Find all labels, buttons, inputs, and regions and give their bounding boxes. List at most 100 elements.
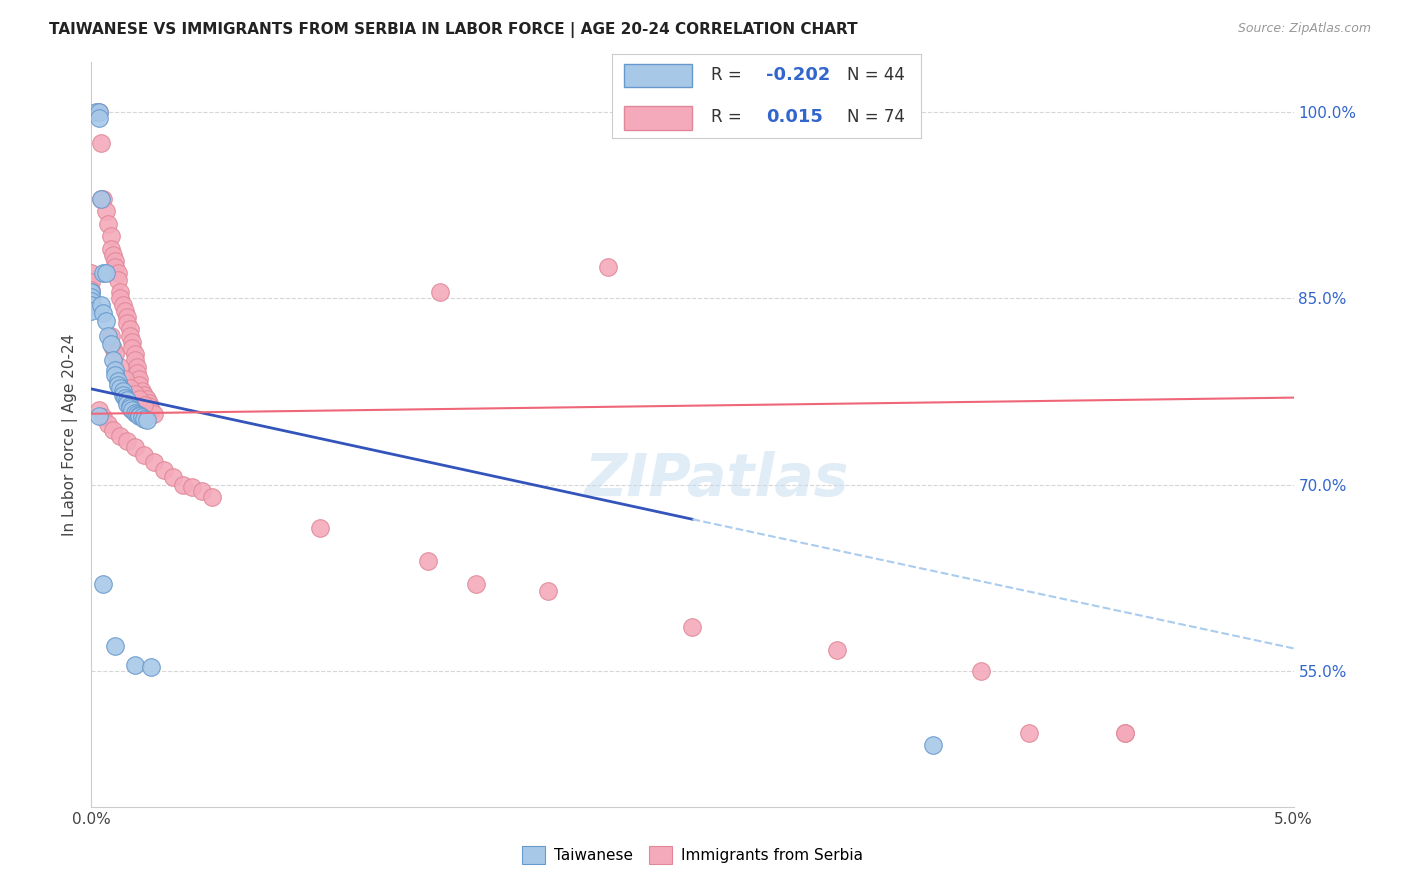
Point bbox=[117, 316, 139, 330]
Point bbox=[80, 285, 103, 299]
Point bbox=[94, 267, 117, 281]
Point bbox=[128, 409, 150, 424]
Point bbox=[118, 399, 141, 413]
Point bbox=[142, 407, 165, 421]
Point bbox=[97, 217, 120, 231]
Point bbox=[90, 297, 112, 311]
Point bbox=[90, 192, 112, 206]
Point bbox=[416, 554, 439, 568]
Point bbox=[80, 267, 103, 281]
Point bbox=[87, 403, 110, 417]
Point bbox=[134, 448, 156, 462]
Point bbox=[101, 248, 124, 262]
Point bbox=[80, 293, 103, 308]
Point bbox=[121, 334, 143, 349]
Point bbox=[191, 483, 214, 498]
Point bbox=[128, 372, 150, 386]
Point bbox=[114, 372, 136, 386]
Point bbox=[101, 341, 124, 355]
Point bbox=[107, 378, 129, 392]
Point bbox=[104, 363, 127, 377]
Point bbox=[87, 105, 110, 120]
Point bbox=[134, 388, 156, 402]
Point bbox=[118, 401, 141, 415]
Point bbox=[101, 423, 124, 437]
Point bbox=[970, 664, 993, 678]
Point bbox=[100, 229, 122, 244]
Text: Source: ZipAtlas.com: Source: ZipAtlas.com bbox=[1237, 22, 1371, 36]
Point bbox=[117, 393, 139, 408]
Point bbox=[104, 347, 127, 361]
Point bbox=[80, 290, 103, 304]
Text: R =: R = bbox=[710, 66, 747, 84]
Point bbox=[121, 403, 143, 417]
Point bbox=[80, 275, 103, 289]
Point bbox=[1114, 725, 1136, 739]
Point bbox=[80, 303, 103, 318]
Text: ZIPatlas: ZIPatlas bbox=[585, 451, 849, 508]
Point bbox=[110, 429, 132, 443]
Point bbox=[100, 328, 122, 343]
Point bbox=[84, 105, 107, 120]
Point bbox=[125, 407, 148, 421]
Point bbox=[138, 395, 160, 409]
Point bbox=[100, 242, 122, 256]
Legend: Taiwanese, Immigrants from Serbia: Taiwanese, Immigrants from Serbia bbox=[516, 839, 869, 871]
Point bbox=[90, 192, 112, 206]
Point bbox=[104, 368, 127, 383]
Point bbox=[117, 434, 139, 448]
Point bbox=[465, 576, 488, 591]
Point bbox=[104, 254, 127, 268]
Point bbox=[110, 285, 132, 299]
Point bbox=[107, 267, 129, 281]
Point bbox=[135, 392, 157, 406]
Point bbox=[114, 391, 136, 405]
Text: 0.015: 0.015 bbox=[766, 108, 823, 126]
Text: N = 44: N = 44 bbox=[846, 66, 904, 84]
Point bbox=[124, 387, 146, 401]
Point bbox=[93, 192, 115, 206]
Point bbox=[93, 410, 115, 425]
Point bbox=[162, 470, 184, 484]
Point bbox=[124, 347, 146, 361]
Point bbox=[94, 204, 117, 219]
Point bbox=[121, 341, 143, 355]
Point bbox=[1114, 725, 1136, 739]
FancyBboxPatch shape bbox=[624, 106, 692, 130]
Point bbox=[111, 297, 134, 311]
Point bbox=[537, 584, 560, 599]
Point bbox=[118, 381, 141, 395]
Point bbox=[124, 657, 146, 672]
Point bbox=[142, 455, 165, 469]
Point bbox=[101, 353, 124, 368]
Point bbox=[181, 480, 204, 494]
FancyBboxPatch shape bbox=[624, 63, 692, 87]
Text: -0.202: -0.202 bbox=[766, 66, 831, 84]
Point bbox=[87, 105, 110, 120]
Point bbox=[107, 273, 129, 287]
Point bbox=[922, 738, 945, 752]
Point bbox=[87, 112, 110, 126]
Point bbox=[128, 408, 150, 422]
Point bbox=[80, 285, 103, 299]
Point bbox=[124, 405, 146, 419]
Point bbox=[131, 384, 153, 399]
Point bbox=[1018, 725, 1040, 739]
Point bbox=[118, 328, 141, 343]
Point bbox=[308, 521, 330, 535]
Point bbox=[172, 477, 194, 491]
Y-axis label: In Labor Force | Age 20-24: In Labor Force | Age 20-24 bbox=[62, 334, 79, 536]
Point bbox=[138, 399, 160, 413]
Point bbox=[97, 417, 120, 431]
Point bbox=[124, 353, 146, 368]
Point bbox=[131, 410, 153, 425]
Point bbox=[94, 313, 117, 327]
Point bbox=[117, 397, 139, 411]
Point bbox=[80, 297, 103, 311]
Point bbox=[681, 620, 703, 634]
Text: N = 74: N = 74 bbox=[846, 108, 904, 126]
Point bbox=[118, 322, 141, 336]
Point bbox=[429, 285, 451, 299]
Point bbox=[100, 337, 122, 351]
Point bbox=[114, 303, 136, 318]
